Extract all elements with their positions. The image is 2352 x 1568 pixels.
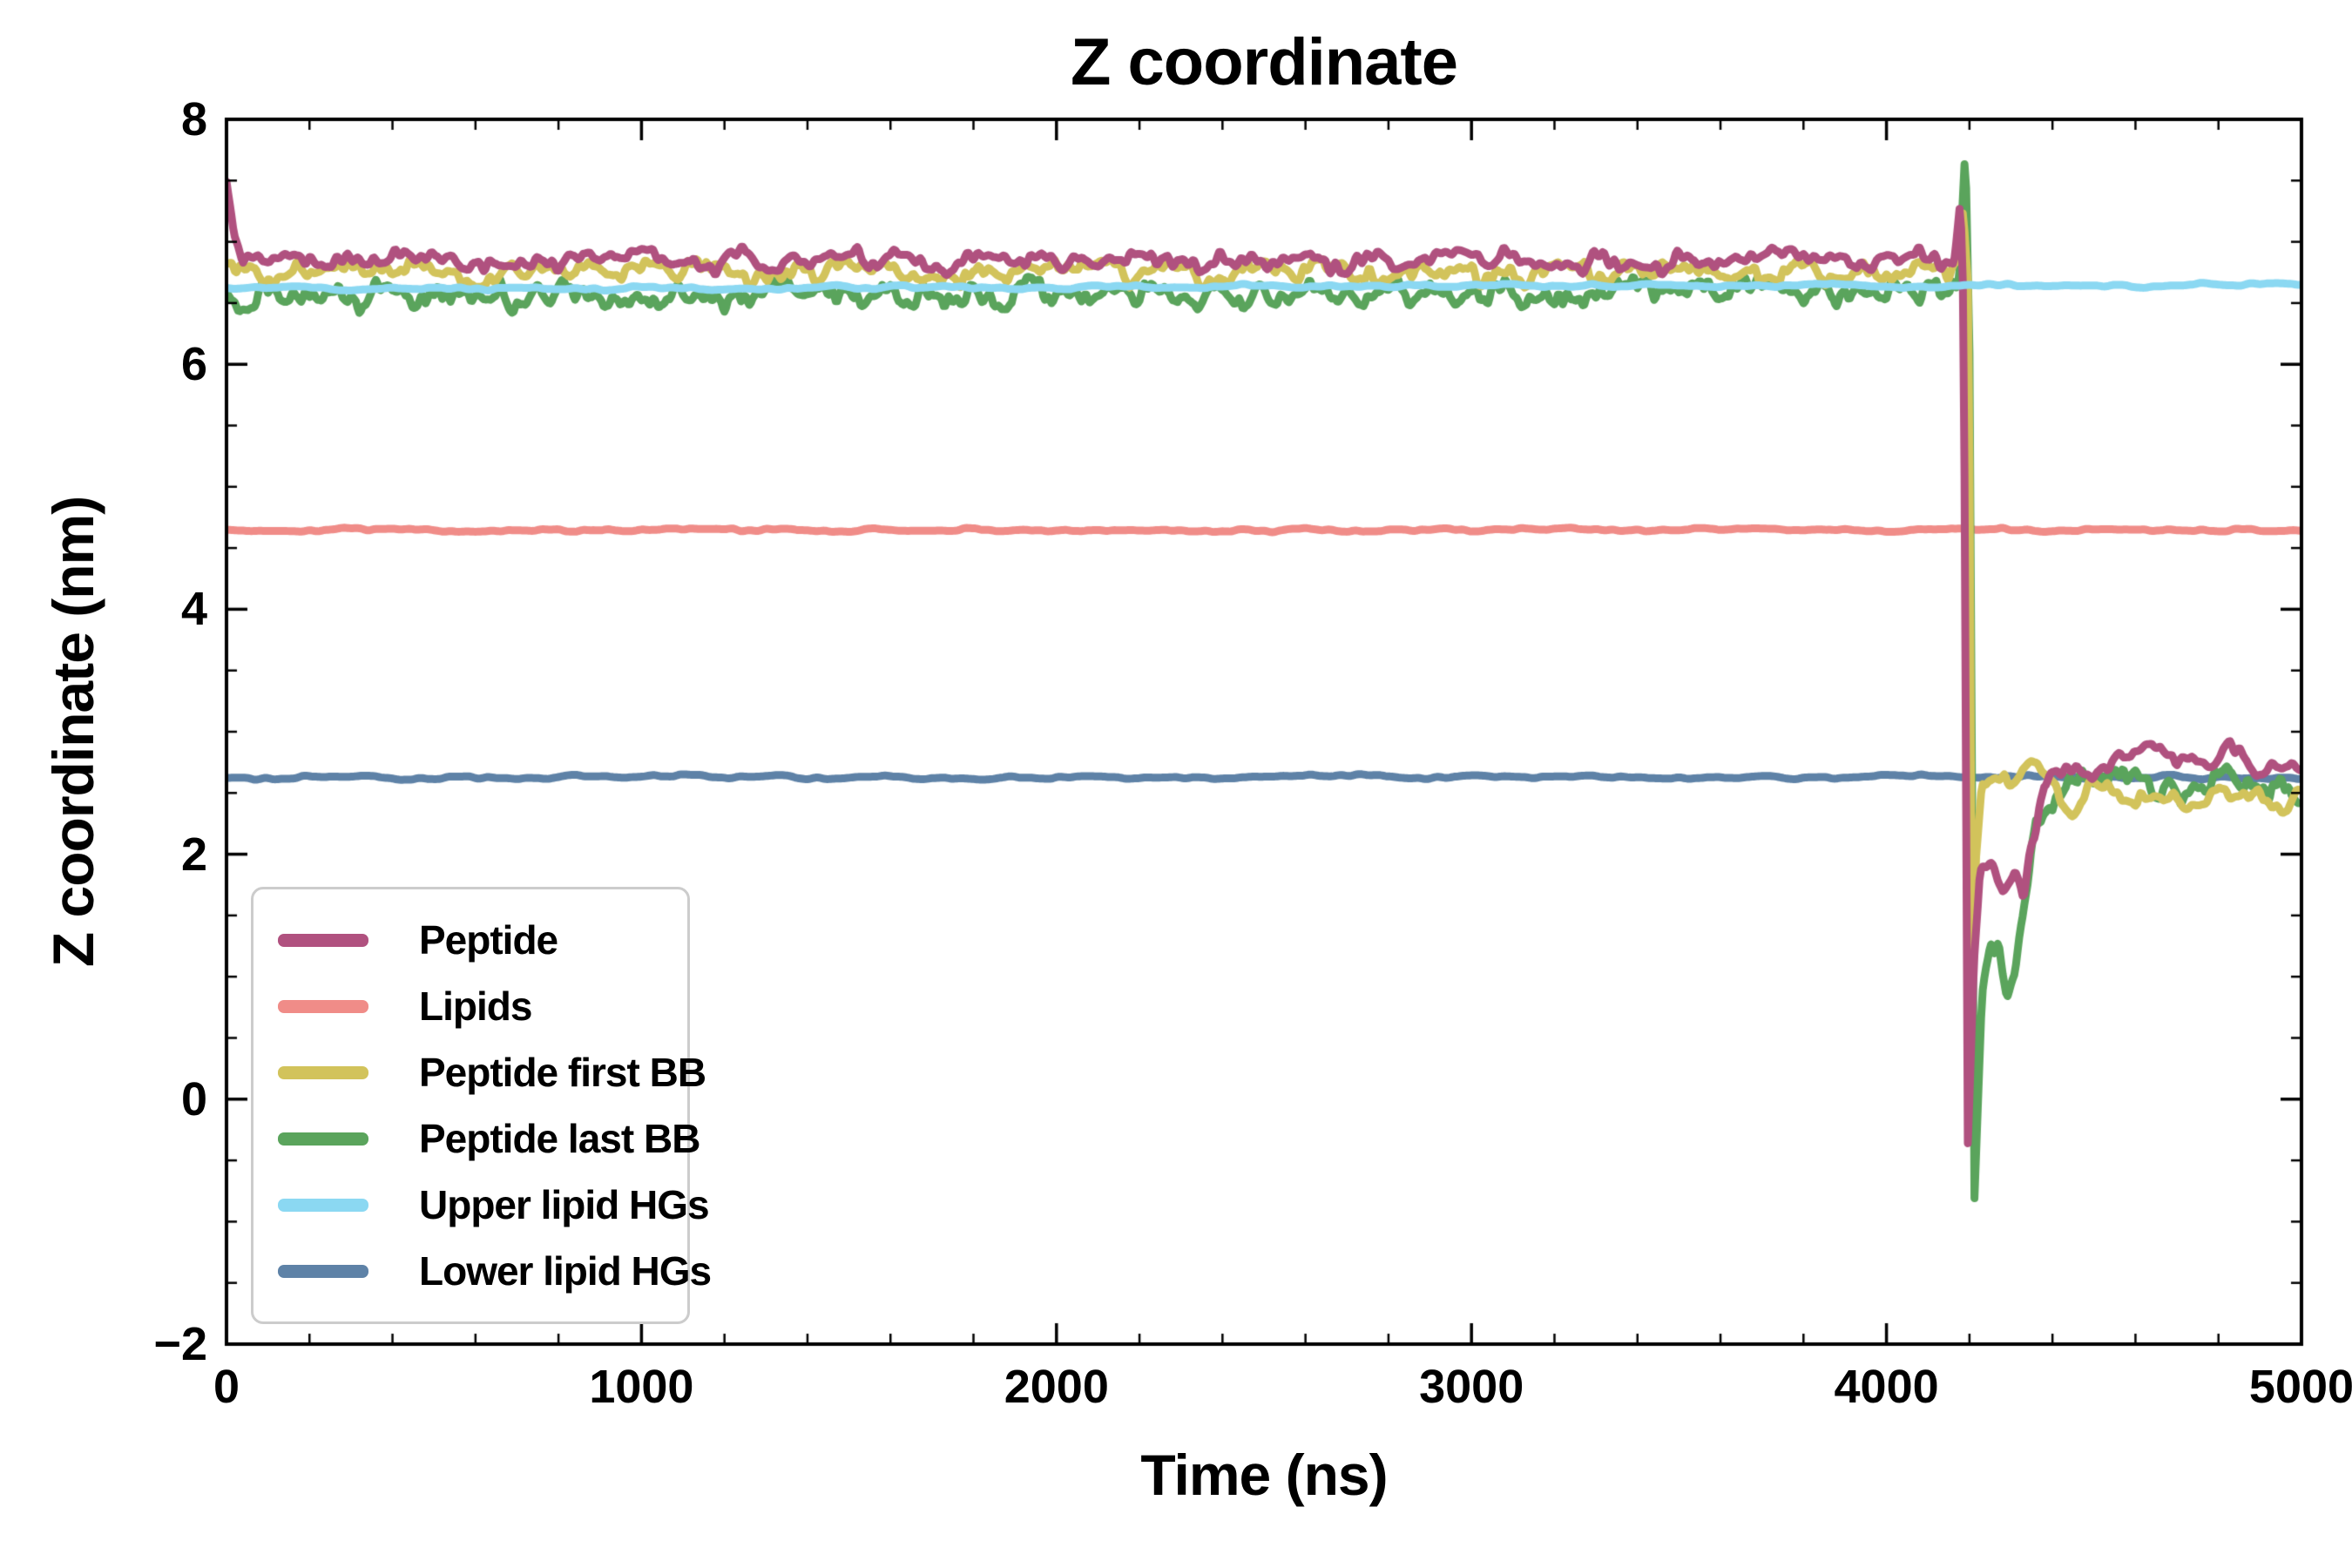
y-tick-label: 8 (180, 93, 207, 145)
legend-entry-lipids: Lipids (278, 973, 663, 1039)
x-axis-label: Time (ns) (1140, 1443, 1388, 1507)
legend-swatch-upper-lipid-hgs (278, 1198, 368, 1212)
legend-swatch-peptide-last-bb (278, 1132, 368, 1146)
legend-label-lipids: Lipids (419, 983, 532, 1029)
legend-swatch-peptide-first-bb (278, 1065, 368, 1079)
y-tick-label: −2 (153, 1318, 207, 1370)
legend: Peptide Lipids Peptide first BB Peptide las… (251, 887, 712, 1324)
y-tick-label: 6 (180, 338, 207, 391)
legend-entry-peptide-first-bb: Peptide first BB (278, 1039, 706, 1105)
legend-swatch-peptide (278, 933, 368, 947)
legend-label-lower-lipid-hgs: Lower lipid HGs (419, 1248, 712, 1294)
legend-entry-lower-lipid-hgs: Lower lipid HGs (278, 1238, 712, 1304)
x-tick-label: 0 (213, 1361, 240, 1413)
y-tick-label: 4 (180, 583, 207, 636)
y-tick-label: 2 (180, 828, 207, 881)
legend-swatch-lipids (278, 999, 368, 1013)
legend-entry-peptide-last-bb: Peptide last BB (278, 1105, 700, 1172)
y-axis-label: Z coordinate (nm) (41, 496, 105, 968)
y-tick-label: 0 (180, 1072, 207, 1125)
x-tick-label: 2000 (1004, 1361, 1109, 1413)
legend-swatch-lower-lipid-hgs (278, 1264, 368, 1278)
legend-label-peptide-first-bb: Peptide first BB (419, 1050, 706, 1095)
legend-entry-peptide: Peptide (278, 907, 663, 973)
legend-label-peptide-last-bb: Peptide last BB (419, 1116, 700, 1161)
x-tick-label: 4000 (1834, 1361, 1939, 1413)
x-tick-label: 1000 (589, 1361, 694, 1413)
legend-entry-upper-lipid-hgs: Upper lipid HGs (278, 1172, 710, 1238)
x-tick-label: 5000 (2248, 1361, 2352, 1413)
x-tick-label: 3000 (1419, 1361, 1524, 1413)
legend-label-peptide: Peptide (419, 917, 558, 963)
legend-label-upper-lipid-hgs: Upper lipid HGs (419, 1182, 710, 1227)
chart-title: Z coordinate (1070, 25, 1458, 99)
